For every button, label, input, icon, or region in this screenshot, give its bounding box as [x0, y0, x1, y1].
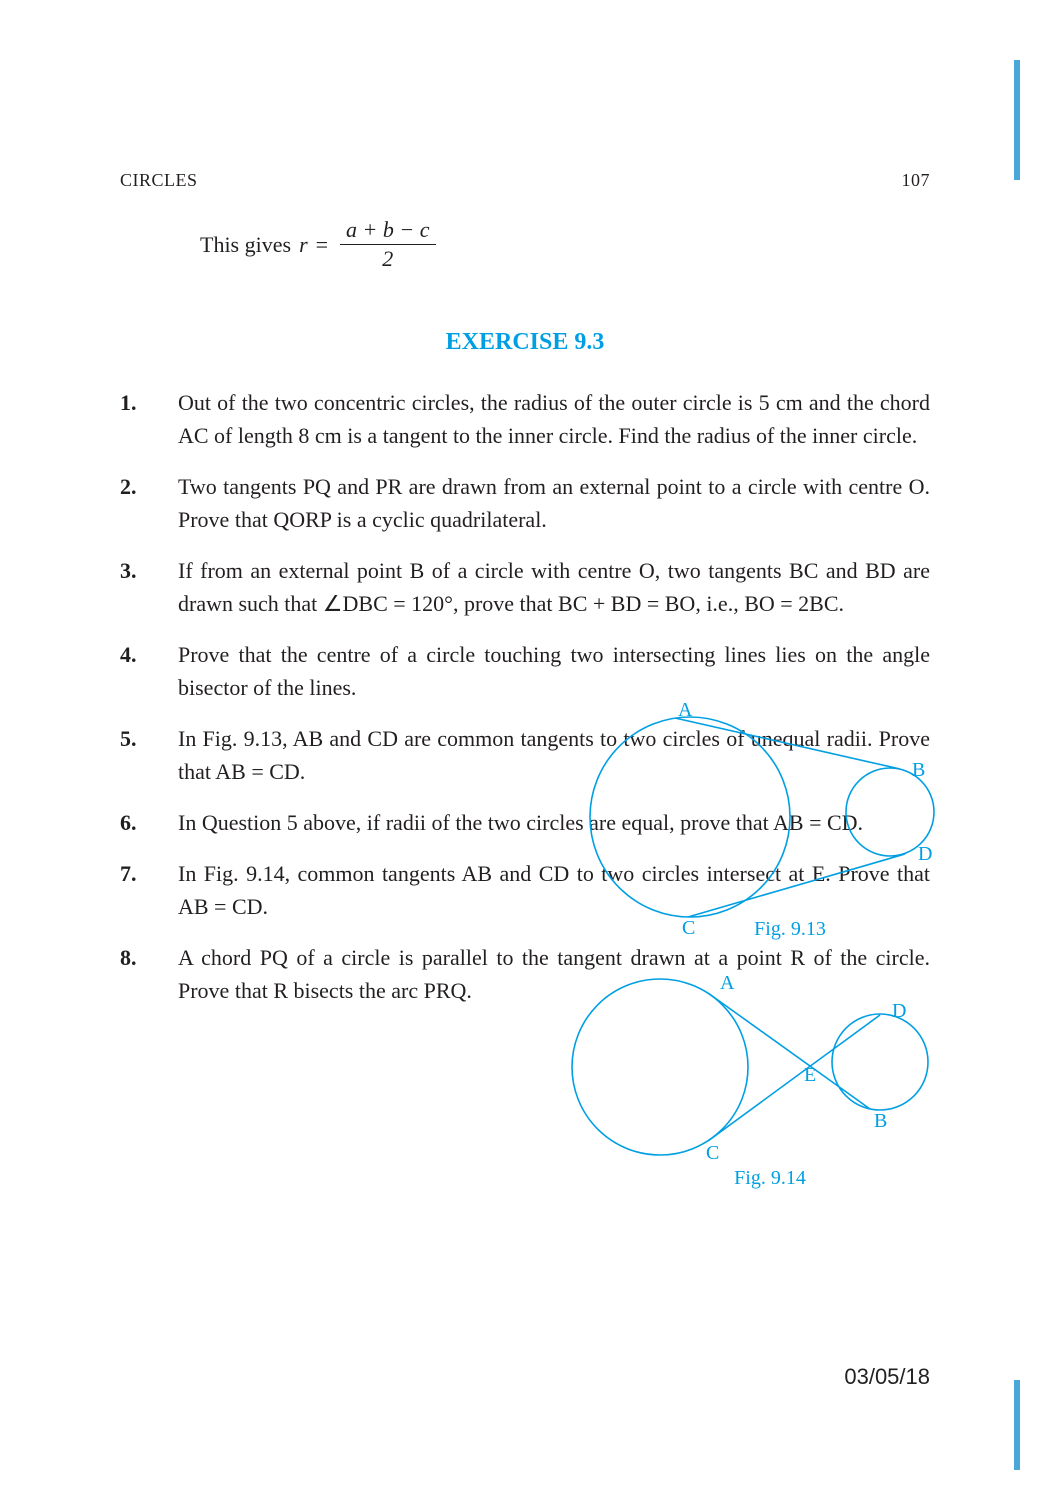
svg-text:D: D: [918, 843, 932, 865]
figure-9-14: A B C D E Fig. 9.14: [560, 967, 940, 1190]
question-text: Out of the two concentric circles, the r…: [178, 386, 930, 452]
figure-9-14-svg: A B C D E: [560, 967, 940, 1173]
formula-lhs: r: [299, 232, 308, 258]
exercise-heading: EXERCISE 9.3: [120, 329, 930, 356]
svg-text:B: B: [912, 759, 925, 781]
svg-text:E: E: [804, 1064, 816, 1086]
figure-9-13-svg: A B C D: [560, 702, 940, 940]
figure-9-14-caption: Fig. 9.14: [600, 1167, 940, 1190]
question-num: 2.: [120, 470, 178, 536]
page-content: This gives r = a + b − c 2 EXERCISE 9.3 …: [120, 214, 930, 1025]
svg-text:A: A: [720, 972, 735, 994]
formula-fraction: a + b − c 2: [340, 218, 435, 271]
chapter-title: CIRCLES: [120, 170, 198, 191]
svg-text:B: B: [874, 1110, 887, 1132]
formula-numerator: a + b − c: [340, 218, 435, 245]
figure-9-13: ABCD Fig. 9.13: [560, 702, 940, 941]
question-1: 1. Out of the two concentric circles, th…: [120, 386, 930, 452]
question-num: 5.: [120, 722, 178, 788]
formula-prefix: This gives: [200, 232, 291, 258]
question-num: 3.: [120, 554, 178, 620]
question-num: 6.: [120, 806, 178, 839]
formula-line: This gives r = a + b − c 2: [200, 218, 930, 271]
question-3: 3. If from an external point B of a circ…: [120, 554, 930, 620]
question-2: 2. Two tangents PQ and PR are drawn from…: [120, 470, 930, 536]
svg-text:C: C: [682, 917, 695, 939]
formula-denominator: 2: [382, 245, 393, 271]
page-accent-bottom: [1014, 1380, 1020, 1470]
page-header: CIRCLES 107: [120, 170, 930, 191]
question-text: If from an external point B of a circle …: [178, 554, 930, 620]
question-text: Two tangents PQ and PR are drawn from an…: [178, 470, 930, 536]
page-accent-top: [1014, 60, 1020, 180]
question-4: 4. Prove that the centre of a circle tou…: [120, 638, 930, 704]
question-num: 8.: [120, 941, 178, 1007]
page-number: 107: [902, 170, 931, 191]
question-num: 7.: [120, 857, 178, 923]
question-num: 4.: [120, 638, 178, 704]
svg-text:C: C: [706, 1142, 719, 1164]
footer-date: 03/05/18: [844, 1364, 930, 1390]
figure-column: ABCD Fig. 9.13 ABCDE Fig. 9.14: [560, 702, 940, 1190]
formula-eq: =: [316, 232, 328, 258]
svg-text:D: D: [892, 1000, 906, 1022]
question-text: Prove that the centre of a circle touchi…: [178, 638, 930, 704]
question-num: 1.: [120, 386, 178, 452]
svg-text:A: A: [678, 702, 693, 721]
